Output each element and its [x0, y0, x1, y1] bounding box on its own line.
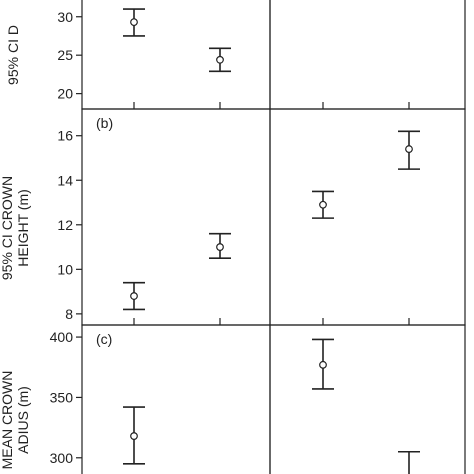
data-point-r1-c1-1	[130, 18, 138, 27]
y-tick-label-r2-4: 16	[57, 128, 73, 144]
y-axis-title-r3-line1: MEAN CROWN	[0, 371, 15, 470]
y-tick-label-r2-0: 8	[65, 306, 73, 322]
y-tick-label-r3-2: 400	[50, 329, 74, 345]
panel-frame-r1-c2	[269, 0, 466, 110]
data-point-r1-c1-2	[216, 55, 224, 64]
panel-frame-r3-c1	[81, 324, 271, 474]
panel-frame-r2-c2	[269, 108, 466, 326]
y-tick-label-r2-3: 14	[57, 172, 73, 188]
y-axis-title-r1-line1: 95% CI D	[5, 25, 21, 85]
y-tick-label-r1-0: 20	[57, 86, 73, 102]
panel-frame-r1-c1	[81, 0, 271, 110]
y-tick-label-r2-1: 10	[57, 261, 73, 277]
data-point-r2-c1-1	[130, 292, 138, 300]
data-point-r3-c1-1	[130, 432, 138, 440]
y-axis-title-r2-line1: 95% CI CROWN	[0, 176, 15, 280]
data-point-r2-c2-2	[405, 145, 413, 153]
data-point-r2-c1-2	[216, 243, 224, 251]
data-point-r3-c2-1	[319, 360, 327, 369]
data-point-r2-c2-1	[319, 200, 327, 209]
y-tick-label-r3-0: 300	[50, 450, 74, 466]
y-tick-label-r2-2: 12	[57, 217, 73, 233]
y-tick-label-r3-1: 350	[50, 389, 74, 405]
panel-frame-r3-c2	[269, 324, 466, 474]
y-axis-title-r2-line2: HEIGHT (m)	[15, 189, 31, 267]
y-axis-title-r3-line2: ADIUS (m)	[15, 386, 31, 454]
panel-label-r2: (b)	[96, 115, 113, 131]
panel-frame-r2-c1	[81, 108, 271, 326]
y-tick-label-r1-2: 30	[57, 9, 73, 25]
y-tick-label-r1-1: 25	[57, 47, 73, 63]
panel-label-r3: (c)	[96, 331, 112, 347]
